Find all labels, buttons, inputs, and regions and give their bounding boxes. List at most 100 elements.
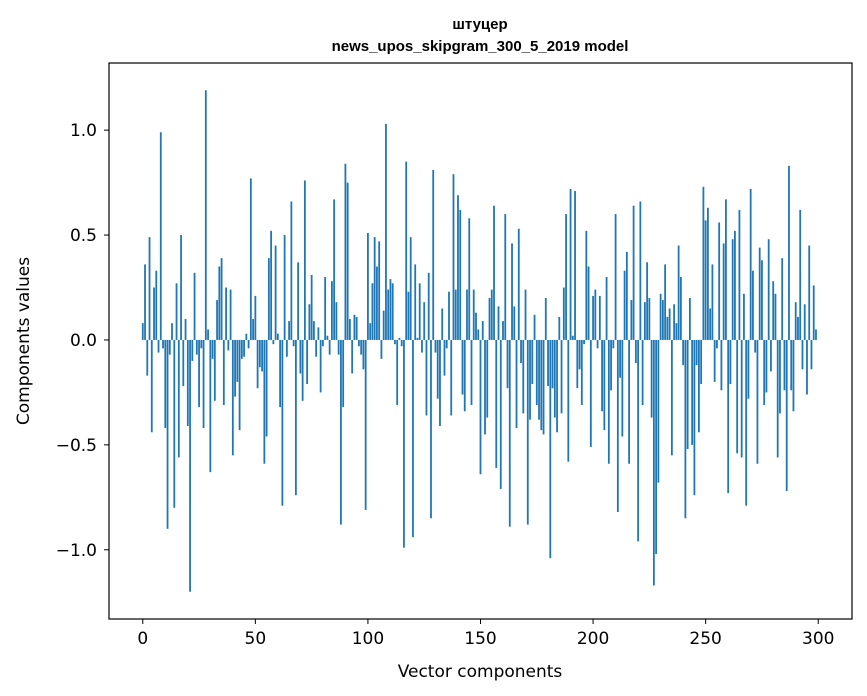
bar-2: [146, 339, 149, 376]
bar-251: [707, 207, 709, 340]
y-axis-label: Components values: [14, 257, 34, 425]
bar-226: [650, 339, 653, 418]
bar-269: [747, 339, 750, 399]
bar-44: [240, 339, 243, 359]
bar-183: [553, 339, 556, 418]
bar-14: [173, 339, 176, 508]
bar-19: [184, 318, 187, 340]
bar-235: [670, 339, 673, 456]
bar-192: [574, 190, 576, 340]
bar-298: [812, 285, 815, 340]
bar-266: [740, 339, 743, 458]
bar-3: [148, 237, 151, 340]
bar-213: [621, 339, 624, 437]
bar-8: [159, 132, 162, 340]
bar-4: [150, 339, 153, 433]
bar-234: [668, 308, 671, 340]
bar-262: [731, 239, 734, 340]
bar-299: [815, 329, 817, 340]
bar-91: [346, 182, 349, 340]
bar-61: [279, 339, 282, 408]
bar-246: [695, 339, 698, 366]
bar-275: [761, 260, 763, 340]
bar-236: [673, 304, 676, 340]
bar-254: [713, 339, 716, 382]
bar-86: [335, 302, 338, 340]
bar-157: [495, 339, 498, 468]
bar-178: [542, 339, 545, 435]
bar-293: [801, 339, 804, 370]
bar-13: [171, 323, 173, 340]
bar-112: [394, 339, 396, 345]
bar-173: [531, 339, 534, 385]
bar-158: [497, 306, 500, 340]
bar-142: [461, 339, 464, 395]
bar-179: [544, 297, 547, 340]
bar-170: [524, 289, 527, 340]
bar-292: [799, 209, 802, 340]
bar-55: [265, 339, 268, 437]
chart-title: штуцер: [452, 16, 507, 33]
bar-191: [571, 335, 574, 340]
bar-29: [207, 329, 209, 340]
bar-159: [499, 339, 502, 489]
bar-268: [745, 339, 748, 506]
bar-141: [459, 209, 462, 340]
bar-32: [213, 339, 216, 401]
bar-201: [594, 289, 597, 340]
bar-153: [486, 339, 489, 418]
x-tick-label: 150: [464, 629, 496, 649]
bar-123: [418, 283, 421, 340]
bar-85: [333, 199, 336, 340]
bar-121: [414, 264, 417, 340]
bar-78: [317, 327, 320, 340]
bar-12: [168, 339, 171, 355]
bar-102: [371, 283, 374, 340]
bar-224: [646, 262, 649, 340]
x-axis-ticks: 0 50 100 150 200 250 300: [137, 619, 834, 649]
bar-39: [229, 289, 232, 340]
bar-54: [263, 339, 266, 464]
bar-137: [450, 339, 453, 416]
bar-90: [344, 163, 347, 340]
bar-172: [529, 339, 531, 420]
bar-186: [560, 339, 563, 414]
bar-218: [632, 205, 635, 340]
bar-119: [409, 237, 412, 340]
bar-238: [677, 245, 680, 340]
bar-273: [756, 339, 759, 464]
bar-225: [648, 297, 651, 340]
bar-62: [281, 339, 284, 506]
bar-67: [292, 339, 295, 347]
bar-6: [155, 270, 158, 340]
bar-156: [493, 205, 495, 340]
bar-110: [389, 279, 392, 340]
bar-70: [299, 339, 302, 374]
bar-27: [202, 339, 205, 429]
bar-252: [709, 308, 712, 340]
bar-149: [477, 329, 480, 340]
bar-104: [376, 266, 378, 340]
bar-154: [488, 297, 491, 340]
bar-118: [407, 291, 410, 340]
bar-71: [301, 339, 304, 401]
bar-232: [664, 264, 667, 340]
bar-162: [506, 339, 509, 389]
bar-194: [578, 339, 581, 370]
bar-94: [353, 314, 356, 340]
bar-245: [693, 339, 696, 496]
bar-10: [164, 339, 167, 429]
bar-69: [297, 262, 300, 340]
bar-284: [781, 258, 784, 340]
bar-99: [364, 339, 367, 510]
bar-134: [443, 339, 446, 376]
bar-223: [643, 302, 646, 340]
bar-52: [258, 339, 261, 368]
bar-25: [198, 339, 200, 408]
bar-212: [619, 339, 621, 378]
x-tick-label: 50: [245, 629, 267, 649]
bar-211: [616, 339, 619, 512]
bar-242: [686, 339, 689, 450]
bar-89: [342, 339, 345, 408]
